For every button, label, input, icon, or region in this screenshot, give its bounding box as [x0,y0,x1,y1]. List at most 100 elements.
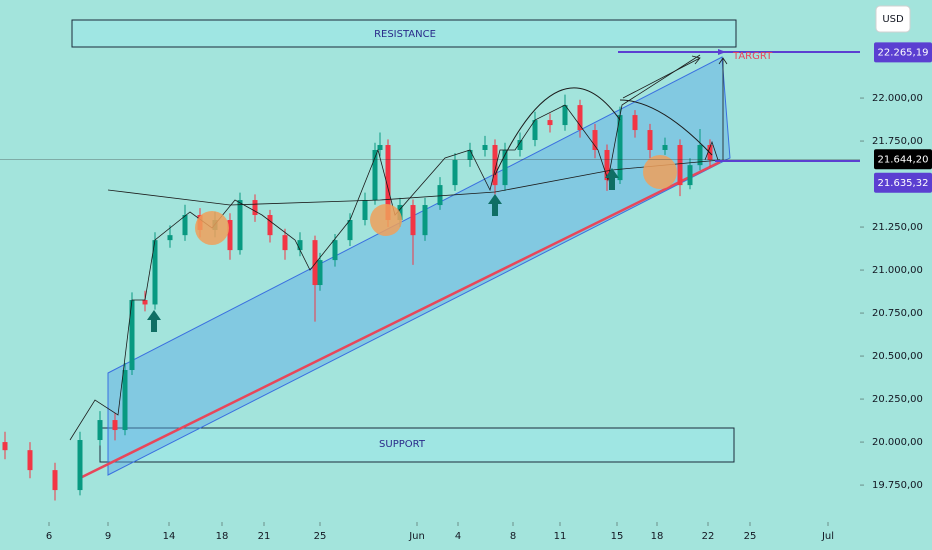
candle-body [632,115,638,131]
candle-body [122,370,128,431]
target-label: TARGRT [732,51,773,62]
support-label: SUPPORT [379,439,426,450]
candle-body [492,145,498,186]
price-label: 21.635,32 [878,178,929,189]
candle-body [410,205,416,236]
y-tick-label: 21.000,00 [872,265,923,276]
x-tick-label: 21 [258,531,271,542]
candle-body [347,220,353,241]
candle-body [697,145,703,166]
candle-body [297,240,303,251]
candle-body [377,145,383,150]
candle-body [562,105,568,126]
candle-body [152,240,158,305]
candle-body [332,240,338,261]
x-tick-label: 22 [702,531,715,542]
up-arrow [605,168,619,190]
candle-body [647,130,653,150]
target-arrowhead [718,49,726,55]
price-label: 21.644,20 [878,154,929,165]
candle-body [2,442,8,451]
up-arrow [147,310,161,332]
candle-body [142,299,148,305]
price-label: 22.265,19 [878,47,929,58]
candle-body [422,205,428,236]
candle-body [252,200,258,216]
candle-body [604,149,610,181]
y-tick-label: 19.750,00 [872,480,923,491]
candle-body [182,215,188,236]
x-tick-label: 18 [216,531,229,542]
candle-body [97,420,103,441]
y-tick-label: 21.750,00 [872,136,923,147]
x-tick-label: 8 [510,531,516,542]
up-arrow [488,194,502,216]
candle-body [482,145,488,150]
x-tick-label: 11 [554,531,567,542]
y-tick-label: 21.250,00 [872,222,923,233]
currency-button[interactable] [875,5,911,33]
highlight-circle [643,155,677,189]
candle-body [385,145,391,221]
candle-body [112,420,118,431]
neckline [107,159,721,206]
candle-body [77,440,83,491]
currency-label[interactable]: USD [882,14,904,25]
price-label-box [874,172,932,193]
x-tick-label: 6 [46,531,52,542]
resistance-zone [71,19,737,48]
candle-body [267,215,273,236]
trend-line [79,160,721,480]
x-tick-label: 4 [455,531,461,542]
candle-body [467,149,473,160]
x-tick-label: 18 [651,531,664,542]
candle-body [592,130,598,150]
price-label-box [874,42,932,63]
projection-arrow [704,57,728,161]
candle-body [662,145,668,150]
candle-body [687,165,693,186]
projection-arrow [622,55,701,99]
candle-body [362,200,368,221]
x-tick-label: 14 [163,531,176,542]
highlight-circle [195,211,229,245]
candles [2,94,713,501]
support-zone [99,427,735,463]
arc [494,87,621,176]
candle-body [547,120,553,126]
candle-body [317,260,323,286]
candle-body [27,450,33,471]
candle-body [617,115,623,181]
candle-body [677,145,683,186]
candle-body [372,149,378,201]
resistance-label: RESISTANCE [374,29,436,40]
candle-body [502,149,508,186]
candle-body [437,185,443,206]
candle-body [312,240,318,286]
candle-body [282,235,288,251]
candle-body [532,120,538,141]
candle-body [167,235,173,241]
x-tick-label: Jul [821,531,834,542]
candle-body [227,220,233,251]
y-tick-label: 20.250,00 [872,394,923,405]
candle-body [577,105,583,131]
x-tick-label: 9 [105,531,111,542]
x-tick-label: 15 [611,531,624,542]
price-axis [860,0,932,550]
x-tick-label: 25 [314,531,327,542]
candle-body [129,299,135,371]
y-tick-label: 22.000,00 [872,93,923,104]
candle-body [452,159,458,186]
price-label-box [874,149,932,170]
x-tick-label: Jun [408,531,425,542]
candle-body [237,200,243,251]
highlight-circle [370,204,402,236]
y-tick-label: 20.000,00 [872,437,923,448]
candle-body [52,470,58,491]
x-tick-label: 25 [744,531,757,542]
zigzag [69,54,701,441]
y-tick-label: 20.500,00 [872,351,923,362]
